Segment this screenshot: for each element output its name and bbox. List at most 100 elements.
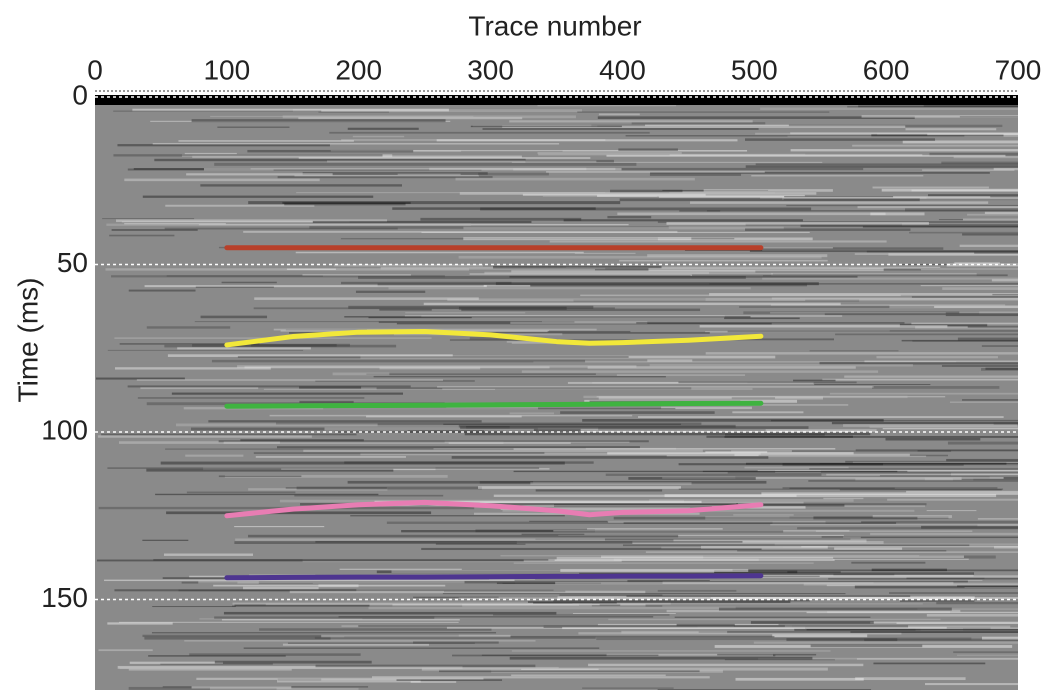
texture-stripe [127,168,514,171]
texture-stripe [446,626,806,629]
texture-stripe [315,380,475,382]
texture-stripe [401,530,784,533]
texture-stripe [819,361,1018,365]
texture-stripe [587,366,856,369]
texture-stripe [117,665,463,669]
texture-stripe [735,677,864,681]
texture-stripe [717,653,817,656]
texture-stripe [706,435,853,438]
texture-stripe [917,608,1018,610]
texture-stripe [761,492,1018,495]
texture-stripe [926,510,977,512]
texture-stripe [627,579,968,583]
texture-stripe [537,105,677,107]
texture-stripe [787,135,1018,137]
texture-stripe [482,128,759,130]
texture-stripe [129,661,223,664]
texture-stripe [433,448,836,450]
texture-stripe [864,638,1018,642]
texture-stripe [605,473,822,476]
texture-stripe [905,128,997,131]
texture-stripe [463,226,784,230]
texture-stripe [855,677,966,681]
texture-stripe [591,124,1003,128]
texture-stripe [500,507,691,511]
texture-stripe [248,534,679,538]
texture-stripe [315,540,743,543]
texture-stripe [554,504,845,507]
texture-stripe [991,278,1018,282]
x-tick-label: 700 [995,54,1042,85]
texture-stripe [235,538,605,541]
texture-stripe [358,275,746,279]
texture-stripe [203,467,436,471]
texture-stripe [461,308,701,312]
texture-stripe [511,674,666,677]
texture-stripe [703,189,833,192]
texture-stripe [493,494,797,497]
texture-stripe [558,534,844,536]
texture-stripe [772,634,868,638]
texture-stripe [954,262,1000,265]
texture-stripe [298,116,523,120]
texture-stripe [953,155,1018,159]
texture-stripe [582,419,884,422]
texture-stripe [178,589,554,592]
texture-stripe [113,110,322,112]
texture-stripe [347,480,767,484]
texture-stripe [567,381,814,384]
texture-stripe [516,540,884,544]
texture-stripe [598,396,824,400]
texture-stripe [98,649,153,652]
texture-stripe [809,350,899,352]
texture-stripe [573,299,860,302]
texture-stripe [318,111,389,113]
texture-stripe [277,678,322,681]
texture-stripe [855,449,1018,452]
texture-stripe [981,345,1018,347]
texture-stripe [289,590,646,594]
texture-stripe [953,651,1018,654]
texture-stripe [223,441,280,444]
texture-stripe [210,115,474,118]
texture-stripe [810,644,923,648]
texture-stripe [666,609,961,613]
texture-stripe [405,312,526,314]
texture-stripe [649,364,913,367]
texture-stripe [269,414,633,417]
texture-stripe [292,109,582,113]
texture-stripe [613,516,918,520]
texture-stripe [733,514,794,516]
texture-stripe [429,167,587,171]
texture-stripe [318,584,359,588]
texture-stripe [594,268,922,271]
texture-stripe [783,198,1018,201]
texture-stripe [678,488,1004,490]
texture-stripe [443,590,566,593]
texture-stripe [858,105,1018,108]
texture-stripe [669,192,775,194]
texture-stripe [936,601,1018,605]
texture-stripe [341,139,606,141]
texture-stripe [690,201,989,204]
texture-stripe [674,616,871,618]
texture-stripe [218,475,302,478]
texture-stripe [555,581,954,585]
x-tick-label: 500 [731,54,778,85]
texture-stripe [392,207,596,210]
texture-stripe [852,144,1018,147]
texture-stripe [299,386,362,389]
texture-stripe [984,211,1018,215]
texture-stripe [510,321,648,324]
texture-stripe [857,205,1018,209]
texture-stripe [472,125,598,127]
texture-stripe [478,172,549,176]
texture-stripe [638,416,1004,418]
texture-stripe [240,439,364,442]
texture-stripe [784,196,894,198]
texture-stripe [413,596,499,598]
texture-stripe [750,621,874,624]
texture-stripe [537,152,682,155]
texture-stripe [314,636,596,639]
texture-stripe [580,294,901,297]
